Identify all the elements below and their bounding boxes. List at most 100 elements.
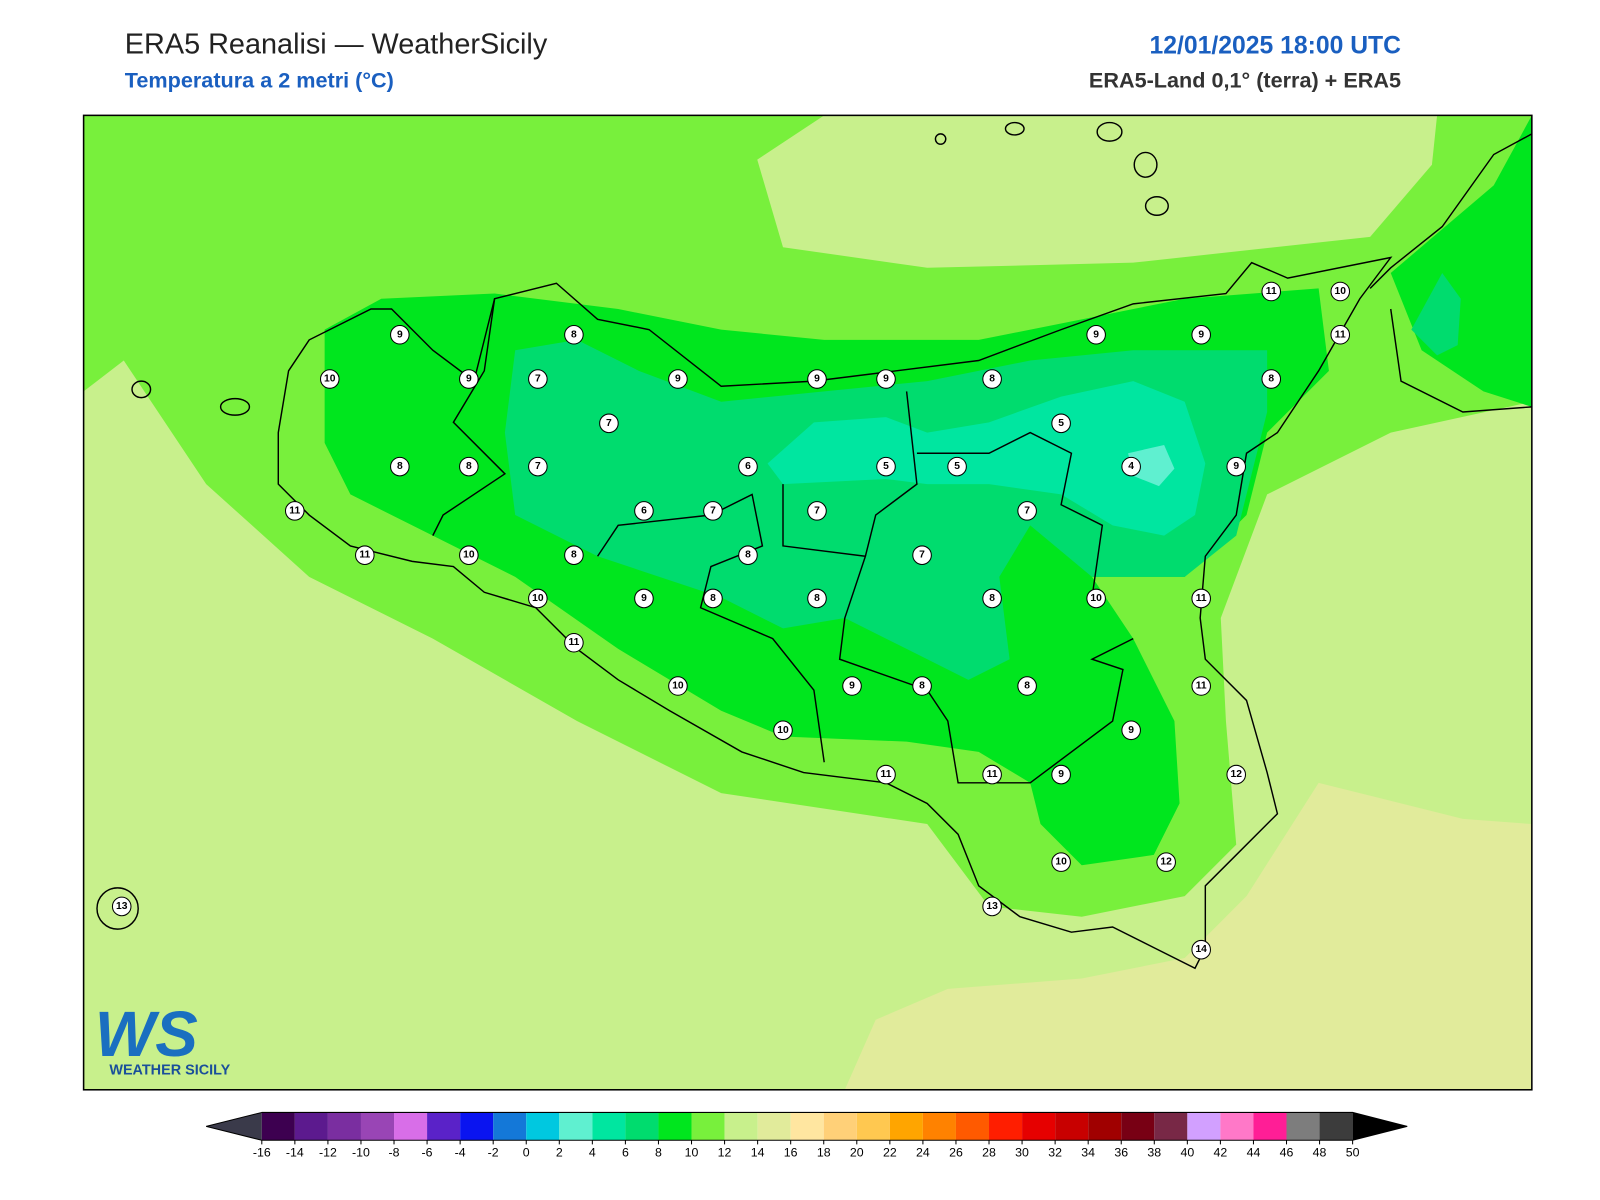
station-marker [1156, 852, 1176, 872]
station-value: 9 [1128, 725, 1134, 736]
colorbar-swatch [460, 1112, 494, 1141]
station-marker [668, 676, 688, 696]
station-marker [564, 324, 584, 345]
station-value: 10 [777, 725, 789, 736]
colorbar-tick-label: -14 [286, 1146, 304, 1160]
station-marker [1051, 852, 1071, 872]
colorbar-swatch [261, 1112, 295, 1141]
station-value: 12 [1160, 857, 1172, 868]
station-marker [947, 456, 967, 477]
station-marker [284, 501, 305, 521]
colorbar-swatch [955, 1112, 990, 1141]
station-marker [1330, 324, 1351, 345]
colorbar-tick-label: 6 [622, 1146, 629, 1160]
station-value: 6 [745, 461, 751, 472]
station-marker [1226, 456, 1247, 477]
station-marker [1191, 324, 1211, 345]
colorbar-tick-label: 40 [1180, 1146, 1194, 1160]
station-value: 8 [989, 374, 995, 385]
colorbar-tick-label: -8 [389, 1146, 400, 1160]
station-marker [1191, 588, 1211, 609]
station-marker [634, 588, 654, 609]
station-marker [842, 676, 862, 696]
station-marker [807, 501, 827, 521]
colorbar-tick-label: 44 [1247, 1146, 1261, 1160]
station-value: 10 [324, 374, 336, 385]
station-value: 8 [571, 329, 577, 340]
station-value: 9 [1198, 329, 1204, 340]
station-marker [459, 369, 479, 389]
colorbar-tick-label: -16 [253, 1146, 271, 1160]
colorbar-swatch [1253, 1112, 1287, 1141]
station-value: 10 [463, 550, 475, 561]
station-marker [528, 588, 548, 609]
colorbar-tick-label: -10 [352, 1146, 370, 1160]
station-marker [459, 456, 479, 477]
colorbar-swatch [1187, 1112, 1221, 1141]
colorbar-tick-label: 34 [1081, 1146, 1095, 1160]
colorbar-swatch [1022, 1112, 1056, 1141]
station-value: 5 [883, 461, 889, 472]
station-marker [807, 369, 827, 389]
station-value: 9 [397, 329, 403, 340]
station-value: 10 [1090, 593, 1102, 604]
colorbar-swatch [1319, 1112, 1353, 1141]
station-value: 9 [466, 374, 472, 385]
colorbar-swatch [1220, 1112, 1254, 1141]
colorbar-tick-label: 4 [589, 1146, 596, 1160]
station-value: 8 [814, 593, 820, 604]
station-value: 7 [535, 461, 541, 472]
colorbar-swatch [823, 1112, 857, 1141]
station-marker [982, 764, 1002, 785]
station-value: 6 [641, 505, 647, 516]
colorbar-under [206, 1112, 262, 1141]
station-value: 11 [1196, 681, 1207, 692]
colorbar-tick-label: -12 [319, 1146, 337, 1160]
station-value: 7 [1024, 505, 1030, 516]
colorbar-swatch [658, 1112, 692, 1141]
station-marker [876, 456, 896, 477]
station-value: 11 [359, 550, 370, 561]
station-value: 10 [1335, 286, 1347, 297]
station-marker [912, 676, 932, 696]
station-value: 9 [1093, 329, 1099, 340]
station-value: 11 [987, 769, 998, 780]
map-frame [82, 114, 1533, 1091]
station-value: 9 [675, 374, 681, 385]
colorbar-tick-label: 2 [556, 1146, 563, 1160]
station-marker [876, 764, 896, 785]
colorbar-swatch [394, 1112, 428, 1141]
station-value: 5 [1058, 418, 1064, 429]
datetime: 12/01/2025 18:00 UTC [1150, 33, 1402, 60]
station-value: 9 [814, 374, 820, 385]
colorbar-tick-label: 22 [883, 1146, 897, 1160]
logo-mark: WS [95, 998, 198, 1070]
colorbar-swatch [559, 1112, 593, 1141]
station-marker [982, 588, 1002, 609]
station-marker [599, 413, 619, 434]
title: ERA5 Reanalisi — WeatherSicily [125, 29, 548, 61]
station-marker [459, 545, 479, 565]
station-value: 8 [710, 593, 716, 604]
station-marker [111, 896, 132, 917]
station-value: 9 [883, 374, 889, 385]
colorbar-tick-label: 26 [949, 1146, 963, 1160]
station-marker [1121, 720, 1141, 741]
station-marker [564, 632, 584, 653]
station-value: 11 [289, 505, 300, 516]
station-marker [1051, 413, 1071, 434]
colorbar-tick-label: 48 [1313, 1146, 1327, 1160]
station-marker [1191, 676, 1211, 696]
colorbar-swatch [427, 1112, 461, 1141]
station-marker [703, 501, 723, 521]
station-value: 8 [466, 461, 472, 472]
colorbar-swatch [1088, 1112, 1122, 1141]
colorbar-tick-label: 30 [1015, 1146, 1029, 1160]
colorbar-tick-label: 14 [751, 1146, 765, 1160]
source: ERA5-Land 0,1° (terra) + ERA5 [1089, 68, 1401, 93]
station-marker [912, 545, 932, 565]
station-marker [876, 369, 896, 389]
station-value: 11 [1196, 593, 1207, 604]
station-marker [738, 545, 758, 565]
